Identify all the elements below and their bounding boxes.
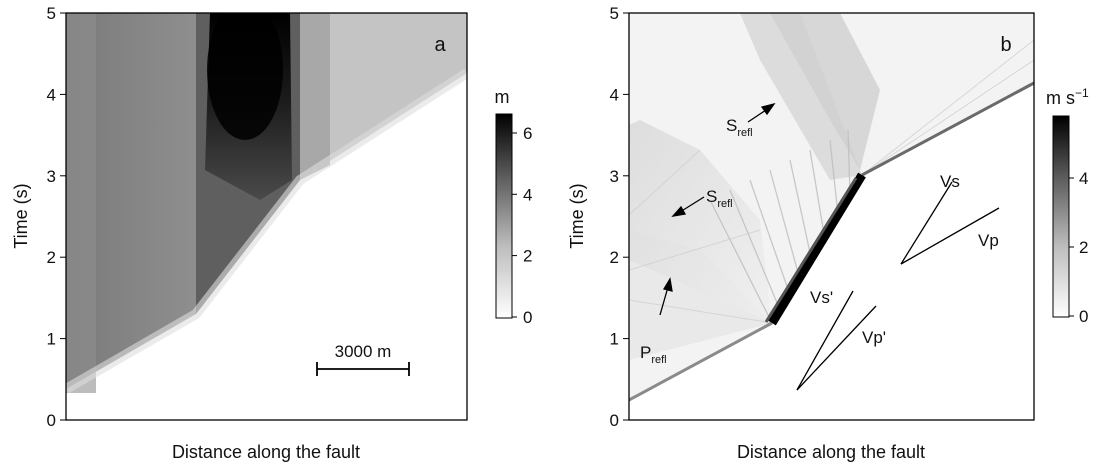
label-p-refl: Prefl <box>640 343 667 366</box>
y-axis-title-b: Time (s) <box>567 183 587 248</box>
plot-frame-a <box>65 12 468 421</box>
ref-line-vp <box>900 207 1000 265</box>
arrow-p-refl <box>659 286 669 316</box>
panel-a: 0 1 2 3 4 5 Time (s) Distance along the … <box>11 4 533 462</box>
ytick-b-5: 5 <box>610 4 619 23</box>
panel-letter-b: b <box>1000 34 1011 56</box>
colorbar-b: m s−1 0 2 4 <box>1046 86 1089 326</box>
ytick-b-0: 0 <box>610 411 619 430</box>
ytick-a-5: 5 <box>47 4 56 23</box>
ref-line-vs-prime <box>796 290 854 391</box>
ytick-b-4: 4 <box>610 85 619 104</box>
x-axis-title-b: Distance along the fault <box>737 442 925 462</box>
colorbar-b-tick-2: 4 <box>1079 169 1088 188</box>
plot-frame-b <box>628 12 1035 421</box>
colorbar-a: m 0 2 4 6 <box>495 87 533 327</box>
x-axis-title-a: Distance along the fault <box>172 442 360 462</box>
ref-line-vs <box>900 181 953 265</box>
ytick-a-2: 2 <box>47 248 56 267</box>
colorbar-a-tick-3: 6 <box>523 124 532 143</box>
label-s-refl-upper: Srefl <box>726 116 753 139</box>
colorbar-a-tick-2: 4 <box>523 185 532 204</box>
slip-heatmap-a <box>66 13 467 420</box>
scale-bar-label: 3000 m <box>335 342 392 361</box>
ytick-a-0: 0 <box>47 411 56 430</box>
label-vs-prime: Vs' <box>810 288 833 307</box>
ytick-a-4: 4 <box>47 85 56 104</box>
y-axis-title-a: Time (s) <box>11 183 31 248</box>
label-s-refl-middle: Srefl <box>706 187 733 210</box>
ytick-b-2: 2 <box>610 248 619 267</box>
slip-rate-heatmap-b <box>629 13 1034 420</box>
panel-b: 0 1 2 3 4 5 Time (s) Distance along the … <box>567 4 1089 462</box>
colorbar-a-tick-0: 0 <box>523 308 532 327</box>
arrow-s-refl-middle <box>679 196 705 213</box>
ytick-a-1: 1 <box>47 330 56 349</box>
label-vp: Vp <box>978 231 999 250</box>
colorbar-a-unit: m <box>495 87 510 107</box>
ref-line-vp-prime <box>796 305 877 391</box>
colorbar-b-tick-0: 0 <box>1079 307 1088 326</box>
label-vp-prime: Vp' <box>862 328 886 347</box>
ytick-a-3: 3 <box>47 167 56 186</box>
y-axis-b: 0 1 2 3 4 5 <box>610 4 629 430</box>
colorbar-b-unit: m s−1 <box>1046 86 1089 108</box>
colorbar-a-tick-1: 2 <box>523 247 532 266</box>
colorbar-b-tick-1: 2 <box>1079 238 1088 257</box>
annotation-arrows <box>659 102 1000 391</box>
ytick-b-3: 3 <box>610 167 619 186</box>
panel-letter-a: a <box>434 34 446 56</box>
scale-bar: 3000 m <box>316 342 410 376</box>
y-axis-a: 0 1 2 3 4 5 <box>47 4 66 430</box>
label-vs: Vs <box>940 172 960 191</box>
ytick-b-1: 1 <box>610 330 619 349</box>
